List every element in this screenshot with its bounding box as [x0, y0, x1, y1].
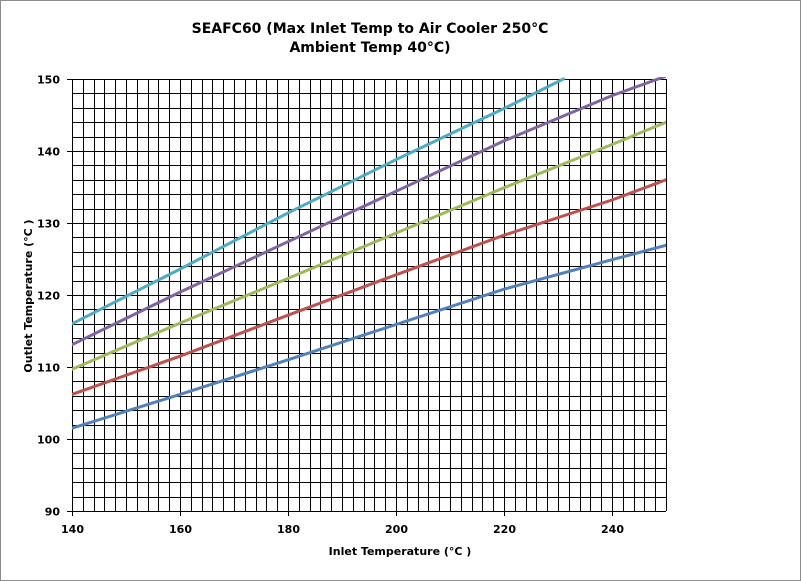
chart-title: SEAFC60 (Max Inlet Temp to Air Cooler 25… [191, 21, 549, 37]
y-tick-label: 90 [45, 506, 61, 519]
y-tick-label: 150 [37, 74, 60, 87]
x-tick-label: 220 [493, 523, 516, 536]
y-tick-label: 130 [37, 218, 60, 231]
x-tick-label: 160 [169, 523, 192, 536]
y-tick-label: 120 [37, 290, 60, 303]
series-line-3 [72, 120, 666, 371]
series-line-1 [72, 243, 666, 430]
x-tick-label: 180 [277, 523, 300, 536]
y-axis-label: Outlet Temperature (°C ) [22, 219, 35, 373]
series-line-2 [72, 178, 666, 396]
x-tick-label: 200 [385, 523, 408, 536]
y-tick-label: 100 [37, 434, 60, 447]
x-axis-label: Inlet Temperature (°C ) [328, 545, 472, 558]
series-line-5 [72, 77, 565, 326]
x-tick-label: 240 [601, 523, 624, 536]
chart-subtitle: Ambient Temp 40°C) [289, 40, 451, 56]
series-line-4 [72, 77, 666, 347]
y-tick-label: 140 [37, 146, 60, 159]
y-tick-label: 110 [37, 362, 60, 375]
x-tick-label: 140 [61, 523, 84, 536]
